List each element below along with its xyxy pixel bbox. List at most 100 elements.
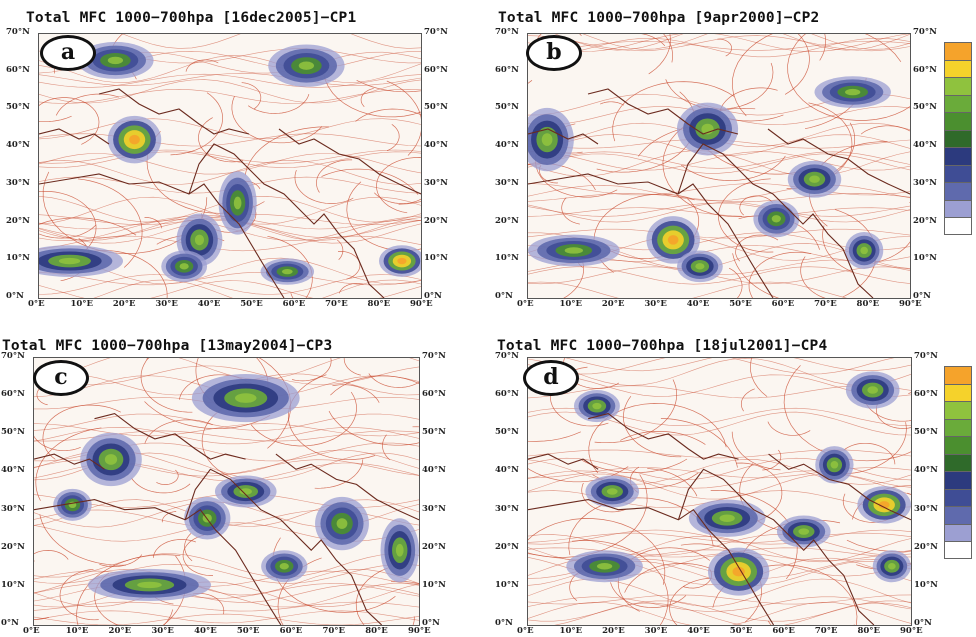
colorbar-swatch <box>944 383 972 401</box>
lat-label-right: 30°N <box>424 177 448 188</box>
colorbar-swatch <box>944 217 972 235</box>
lat-label-left: 20°N <box>1 541 25 552</box>
colorbar-swatch <box>944 77 972 95</box>
map-area <box>33 357 420 626</box>
lat-label-left: 20°N <box>495 541 519 552</box>
lat-label-left: 0°N <box>1 618 19 628</box>
lat-label-left: 60°N <box>6 64 30 75</box>
lat-label-right: 0°N <box>914 618 932 628</box>
lon-label: 0°E <box>23 626 40 636</box>
lon-label: 80°E <box>367 299 391 309</box>
lat-label-right: 0°N <box>913 291 931 301</box>
colorbar-swatch <box>944 418 972 436</box>
lon-label: 90°E <box>899 299 922 309</box>
coastlines <box>528 413 911 625</box>
coastlines <box>39 88 421 298</box>
lat-label-right: 10°N <box>424 253 448 264</box>
lat-label-right: 60°N <box>914 389 938 400</box>
lat-label-left: 70°N <box>495 351 519 361</box>
lat-label-right: 10°N <box>914 579 938 590</box>
lon-label: 30°E <box>151 626 174 636</box>
panel-title: Total MFC 1000−700hpa [18jul2001]−CP4 <box>497 338 828 354</box>
panel-title: Total MFC 1000−700hpa [13may2004]−CP3 <box>2 338 333 354</box>
lon-label: 30°E <box>155 299 178 309</box>
lat-label-right: 70°N <box>424 27 448 37</box>
lat-label-left: 30°N <box>6 177 30 188</box>
lon-label: 60°E <box>279 626 303 636</box>
lat-label-right: 20°N <box>424 215 448 226</box>
lat-label-right: 50°N <box>913 102 937 113</box>
lon-label: 80°E <box>856 299 880 309</box>
lon-label: 70°E <box>322 626 345 636</box>
panel-letter: d <box>523 360 579 396</box>
lat-label-right: 40°N <box>424 140 448 151</box>
panel-letter: b <box>526 35 582 71</box>
colorbar-swatch <box>944 199 972 217</box>
lat-label-left: 0°N <box>495 291 513 301</box>
colorbar-swatch <box>944 436 972 454</box>
lon-label: 0°E <box>517 299 534 309</box>
lon-label: 60°E <box>771 299 795 309</box>
panel-letter: a <box>40 35 96 71</box>
panel-title: Total MFC 1000−700hpa [16dec2005]−CP1 <box>26 10 357 26</box>
colorbar-swatch <box>944 147 972 165</box>
colorbar-swatch <box>944 182 972 200</box>
lat-label-left: 40°N <box>1 465 25 476</box>
map-svg <box>39 34 421 298</box>
colorbar-swatch <box>944 59 972 77</box>
colorbar-swatch <box>944 523 972 541</box>
lon-label: 50°E <box>236 626 260 636</box>
mfc-contours <box>566 371 911 596</box>
map-area <box>38 33 422 299</box>
lat-label-right: 70°N <box>913 27 937 37</box>
coastlines <box>528 88 910 298</box>
colorbar <box>944 42 972 235</box>
lon-label: 90°E <box>900 626 923 636</box>
lat-label-left: 70°N <box>495 27 519 37</box>
lon-label: 20°E <box>601 299 625 309</box>
lon-label: 40°E <box>194 626 217 636</box>
mfc-contours <box>528 76 891 283</box>
colorbar-swatch <box>944 506 972 524</box>
map-area <box>527 357 912 626</box>
colorbar-swatch <box>944 94 972 112</box>
lat-label-right: 30°N <box>913 177 937 188</box>
lon-label: 90°E <box>408 626 431 636</box>
mfc-contours <box>39 41 421 285</box>
lon-label: 40°E <box>197 299 221 309</box>
lat-label-right: 10°N <box>422 579 446 590</box>
lat-label-right: 20°N <box>422 541 446 552</box>
coastlines <box>34 413 419 625</box>
lat-label-left: 10°N <box>495 579 519 590</box>
colorbar-swatch <box>944 401 972 419</box>
colorbar-swatch <box>944 129 972 147</box>
colorbar-swatch <box>944 471 972 489</box>
lat-label-left: 0°N <box>6 291 24 301</box>
lat-label-right: 60°N <box>913 64 937 75</box>
colorbar-swatch <box>944 488 972 506</box>
colorbar-swatch <box>944 541 972 559</box>
lat-label-right: 30°N <box>422 503 446 514</box>
lon-label: 80°E <box>857 626 880 636</box>
lon-label: 30°E <box>644 299 667 309</box>
map-svg <box>528 34 910 298</box>
lon-label: 0°E <box>517 626 534 636</box>
lon-label: 20°E <box>602 626 625 636</box>
panel-title: Total MFC 1000−700hpa [9apr2000]−CP2 <box>498 10 820 26</box>
lat-label-left: 0°N <box>495 618 513 628</box>
lat-label-right: 30°N <box>914 503 938 514</box>
lat-label-left: 40°N <box>6 140 30 151</box>
mfc-contours <box>53 374 419 601</box>
lon-label: 0°E <box>28 299 45 309</box>
lat-label-right: 50°N <box>422 427 446 438</box>
lon-label: 60°E <box>282 299 306 309</box>
lat-label-right: 60°N <box>422 389 446 400</box>
colorbar-swatch <box>944 42 972 60</box>
colorbar-swatch <box>944 453 972 471</box>
lon-label: 50°E <box>240 299 263 309</box>
lat-label-left: 40°N <box>495 140 519 151</box>
map-svg <box>528 358 911 625</box>
lat-label-left: 50°N <box>6 102 30 113</box>
lon-label: 20°E <box>108 626 132 636</box>
lat-label-right: 50°N <box>424 102 448 113</box>
